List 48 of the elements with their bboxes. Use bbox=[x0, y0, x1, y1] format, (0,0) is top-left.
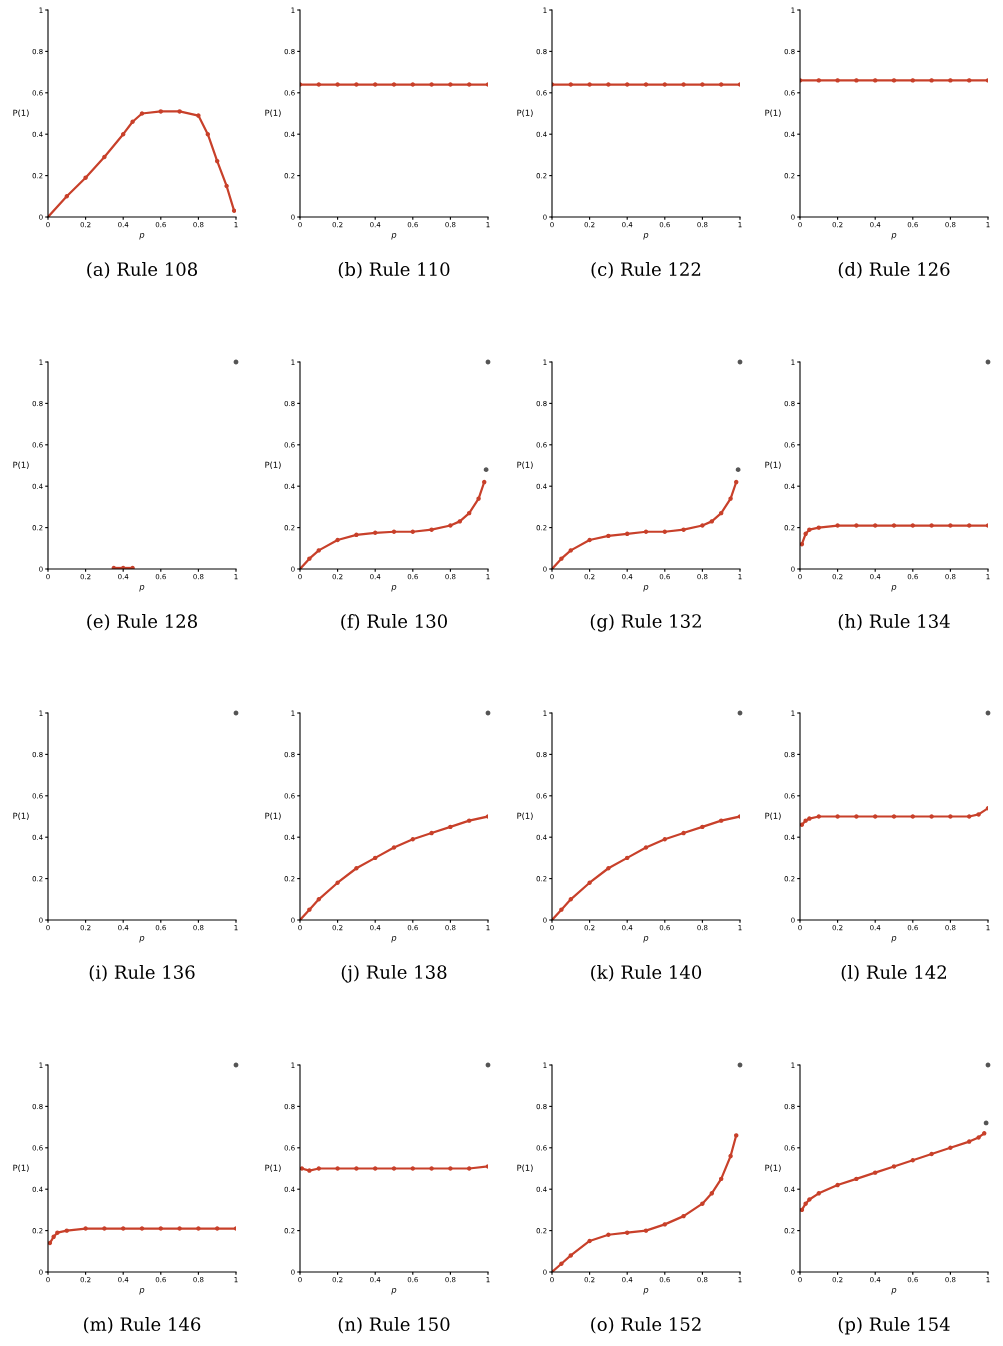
y-axis-title: P(1) bbox=[517, 109, 533, 117]
x-axis-title: p bbox=[139, 233, 145, 240]
y-axis-title: P(1) bbox=[765, 461, 781, 469]
text: (h) Rule 134 bbox=[838, 614, 950, 631]
y-axis-title: P(1) bbox=[765, 109, 781, 117]
x-axis-title: p bbox=[139, 1288, 145, 1295]
x-axis-title: p bbox=[391, 936, 397, 943]
x-axis-title: p bbox=[391, 1288, 397, 1295]
y-axis-title: P(1) bbox=[13, 461, 29, 469]
y-axis-title: P(1) bbox=[517, 1164, 533, 1172]
x-axis-title: p bbox=[139, 936, 145, 943]
text: (d) Rule 126 bbox=[838, 262, 950, 279]
text: (f) Rule 130 bbox=[341, 614, 447, 631]
x-axis-title: p bbox=[643, 936, 649, 943]
text: (i) Rule 136 bbox=[89, 965, 195, 982]
x-axis-title: p bbox=[643, 1288, 649, 1295]
x-axis-title: p bbox=[391, 585, 397, 592]
text: (e) Rule 128 bbox=[87, 614, 197, 631]
y-axis-title: P(1) bbox=[265, 812, 281, 820]
y-axis-title: P(1) bbox=[265, 1164, 281, 1172]
text: (b) Rule 110 bbox=[338, 262, 450, 279]
x-axis-title: p bbox=[891, 585, 897, 592]
y-axis-title: P(1) bbox=[517, 461, 533, 469]
y-axis-title: P(1) bbox=[517, 812, 533, 820]
text: (p) Rule 154 bbox=[838, 1317, 950, 1335]
text: (l) Rule 142 bbox=[841, 965, 946, 982]
x-axis-title: p bbox=[891, 1288, 897, 1295]
text: (m) Rule 146 bbox=[84, 1317, 201, 1334]
text: (o) Rule 152 bbox=[591, 1317, 701, 1334]
y-axis-title: P(1) bbox=[765, 1164, 781, 1172]
x-axis-title: p bbox=[891, 233, 897, 240]
x-axis-title: p bbox=[891, 936, 897, 943]
x-axis-title: p bbox=[139, 585, 145, 592]
y-axis-title: P(1) bbox=[265, 461, 281, 469]
y-axis-title: P(1) bbox=[13, 1164, 29, 1172]
x-axis-title: p bbox=[643, 233, 649, 240]
text: (g) Rule 132 bbox=[590, 613, 701, 632]
x-axis-title: p bbox=[391, 233, 397, 240]
text: (n) Rule 150 bbox=[338, 1317, 450, 1334]
y-axis-title: P(1) bbox=[265, 109, 281, 117]
y-axis-title: P(1) bbox=[13, 812, 29, 820]
text: (a) Rule 108 bbox=[87, 262, 198, 279]
x-axis-title: p bbox=[643, 585, 649, 592]
text: (j) Rule 138 bbox=[341, 964, 447, 983]
text: (c) Rule 122 bbox=[591, 262, 701, 279]
text: (k) Rule 140 bbox=[591, 965, 702, 982]
y-axis-title: P(1) bbox=[765, 812, 781, 820]
y-axis-title: P(1) bbox=[13, 109, 29, 117]
